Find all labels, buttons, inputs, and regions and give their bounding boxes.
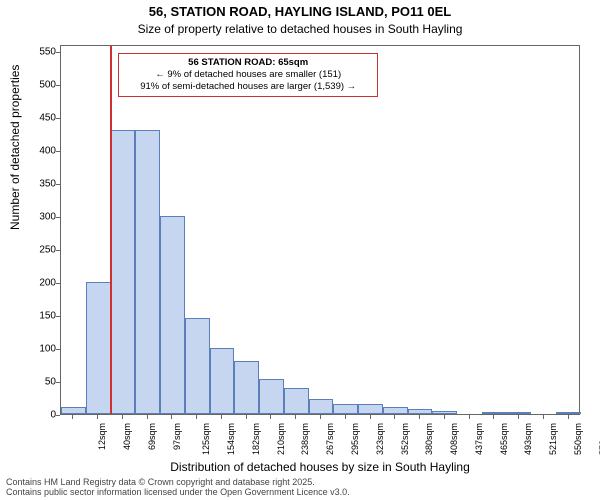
x-tick-mark — [221, 415, 222, 419]
footer-line-2: Contains public sector information licen… — [6, 488, 350, 498]
histogram-bar — [160, 216, 185, 414]
x-tick-mark — [320, 415, 321, 419]
footer-attribution: Contains HM Land Registry data © Crown c… — [6, 478, 350, 498]
x-tick-label: 97sqm — [172, 423, 182, 450]
histogram-bar — [309, 399, 334, 414]
x-tick-mark — [196, 415, 197, 419]
x-tick-label: 154sqm — [226, 423, 236, 455]
x-tick-mark — [97, 415, 98, 419]
y-tick-label: 350 — [16, 178, 56, 189]
y-tick-label: 400 — [16, 145, 56, 156]
y-tick-mark — [56, 217, 60, 218]
y-tick-label: 0 — [16, 410, 56, 421]
x-tick-label: 380sqm — [424, 423, 434, 455]
y-tick-mark — [56, 349, 60, 350]
x-tick-mark — [518, 415, 519, 419]
histogram-bar — [259, 379, 284, 414]
y-tick-mark — [56, 184, 60, 185]
y-tick-mark — [56, 85, 60, 86]
x-tick-label: 12sqm — [97, 423, 107, 450]
y-tick-mark — [56, 52, 60, 53]
y-tick-mark — [56, 250, 60, 251]
y-tick-mark — [56, 415, 60, 416]
x-tick-label: 40sqm — [122, 423, 132, 450]
x-tick-mark — [394, 415, 395, 419]
histogram-bar — [408, 409, 433, 414]
reference-line — [110, 46, 112, 414]
y-tick-label: 500 — [16, 79, 56, 90]
x-tick-label: 465sqm — [499, 423, 509, 455]
y-tick-label: 250 — [16, 244, 56, 255]
info-box-line-2: ← 9% of detached houses are smaller (151… — [125, 69, 371, 81]
info-box: 56 STATION ROAD: 65sqm← 9% of detached h… — [118, 53, 378, 97]
x-tick-label: 550sqm — [573, 423, 583, 455]
x-tick-mark — [246, 415, 247, 419]
y-tick-mark — [56, 382, 60, 383]
histogram-bar — [210, 348, 235, 414]
x-tick-label: 493sqm — [523, 423, 533, 455]
x-tick-mark — [72, 415, 73, 419]
x-tick-label: 69sqm — [147, 423, 157, 450]
x-tick-mark — [345, 415, 346, 419]
histogram-bar — [185, 318, 210, 414]
histogram-bar — [482, 412, 507, 414]
x-tick-label: 238sqm — [301, 423, 311, 455]
x-tick-mark — [444, 415, 445, 419]
histogram-bar — [358, 404, 383, 414]
histogram-bar — [383, 407, 408, 414]
x-tick-mark — [568, 415, 569, 419]
y-tick-label: 550 — [16, 46, 56, 57]
histogram-bar — [284, 388, 309, 414]
x-tick-label: 408sqm — [449, 423, 459, 455]
info-box-line-1: 56 STATION ROAD: 65sqm — [125, 57, 371, 69]
x-tick-label: 352sqm — [400, 423, 410, 455]
histogram-bar — [556, 412, 581, 414]
histogram-bar — [432, 411, 457, 414]
histogram-bar — [507, 412, 532, 414]
chart-title-main: 56, STATION ROAD, HAYLING ISLAND, PO11 0… — [0, 4, 600, 19]
x-tick-label: 125sqm — [201, 423, 211, 455]
y-tick-mark — [56, 283, 60, 284]
x-tick-mark — [469, 415, 470, 419]
y-tick-label: 450 — [16, 112, 56, 123]
y-tick-mark — [56, 316, 60, 317]
x-tick-label: 295sqm — [350, 423, 360, 455]
y-tick-label: 300 — [16, 211, 56, 222]
y-tick-mark — [56, 118, 60, 119]
x-tick-mark — [370, 415, 371, 419]
histogram-bar — [234, 361, 259, 414]
x-tick-mark — [493, 415, 494, 419]
y-tick-label: 200 — [16, 277, 56, 288]
plot-area: 56 STATION ROAD: 65sqm← 9% of detached h… — [60, 45, 580, 415]
histogram-bar — [86, 282, 111, 414]
x-tick-mark — [122, 415, 123, 419]
y-tick-label: 50 — [16, 376, 56, 387]
x-tick-mark — [295, 415, 296, 419]
y-tick-label: 100 — [16, 343, 56, 354]
histogram-bar — [111, 130, 136, 414]
x-tick-label: 521sqm — [548, 423, 558, 455]
y-tick-label: 150 — [16, 310, 56, 321]
y-tick-mark — [56, 151, 60, 152]
x-tick-mark — [171, 415, 172, 419]
histogram-bar — [333, 404, 358, 414]
chart-title-sub: Size of property relative to detached ho… — [0, 22, 600, 36]
histogram-bar — [135, 130, 160, 414]
x-tick-label: 323sqm — [375, 423, 385, 455]
x-tick-label: 182sqm — [251, 423, 261, 455]
x-tick-label: 437sqm — [474, 423, 484, 455]
x-axis-label: Distribution of detached houses by size … — [60, 460, 580, 474]
x-tick-mark — [543, 415, 544, 419]
histogram-bar — [61, 407, 86, 414]
x-tick-mark — [419, 415, 420, 419]
x-tick-mark — [270, 415, 271, 419]
info-box-line-3: 91% of semi-detached houses are larger (… — [125, 81, 371, 93]
x-tick-mark — [147, 415, 148, 419]
x-tick-label: 210sqm — [276, 423, 286, 455]
x-tick-label: 267sqm — [325, 423, 335, 455]
